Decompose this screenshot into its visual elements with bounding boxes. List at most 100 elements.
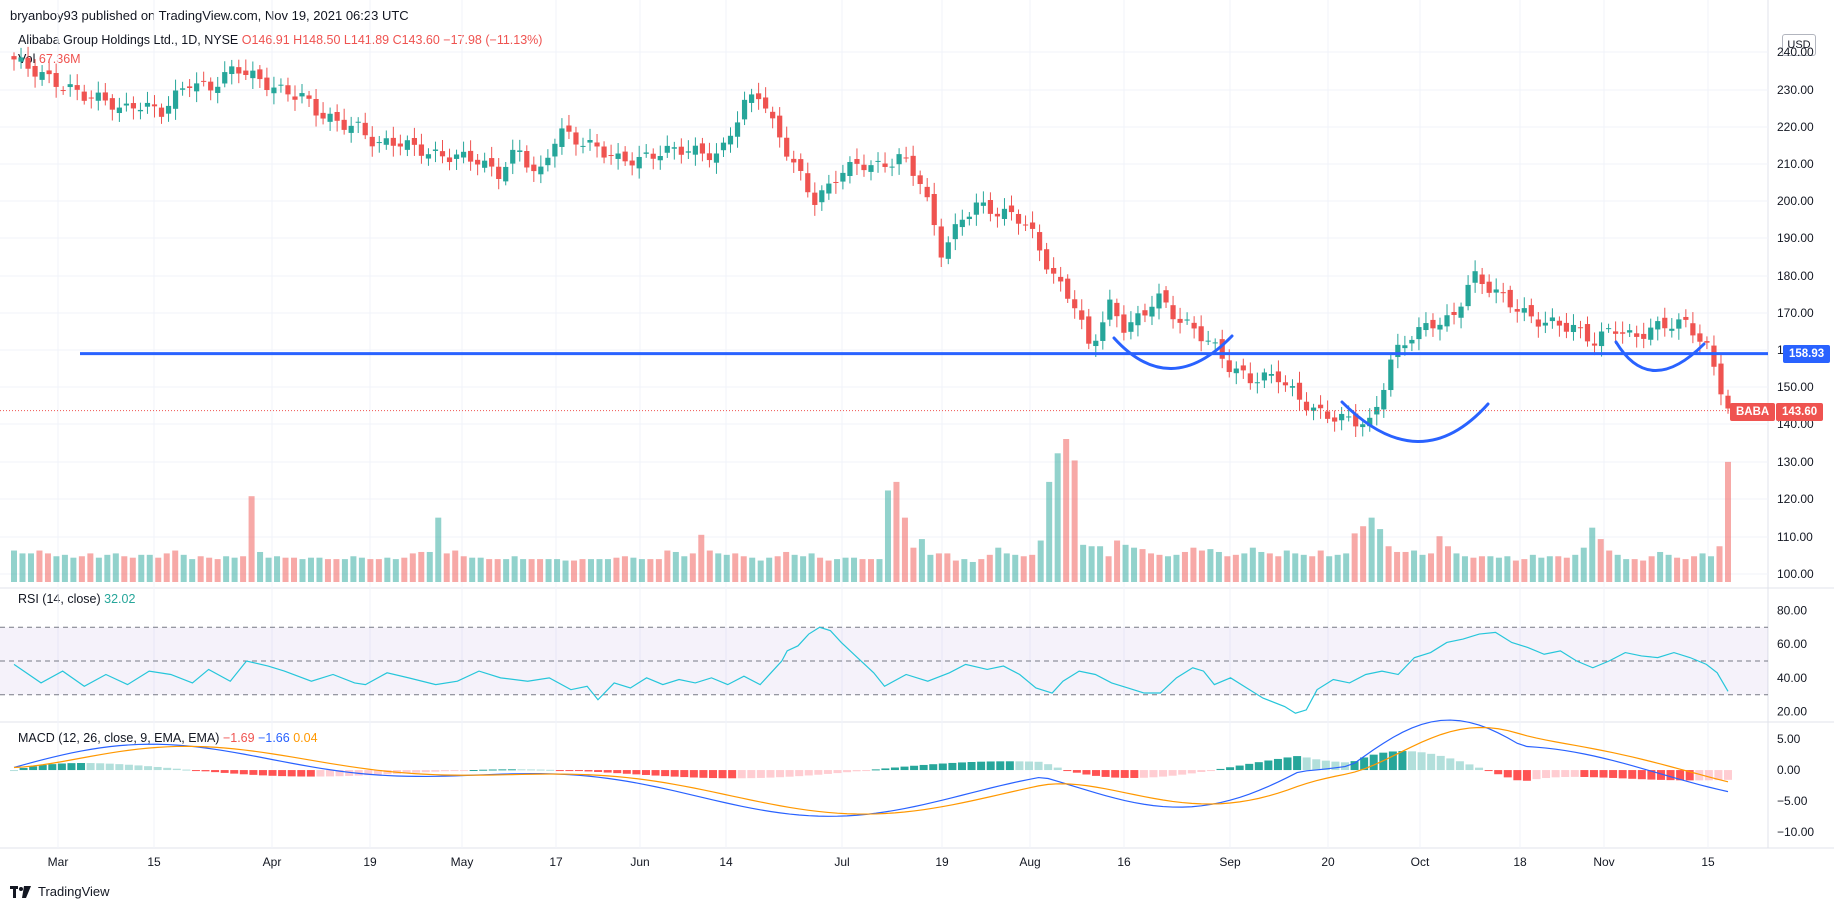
volume-bar <box>1258 551 1265 582</box>
macd-histogram-bar <box>1676 770 1685 781</box>
chart-canvas[interactable]: 240.00230.00220.00210.00200.00190.00180.… <box>0 0 1834 880</box>
volume-bar <box>426 551 433 582</box>
volume-bar <box>477 557 484 582</box>
volume-bar <box>155 557 162 582</box>
volume-bar <box>1691 556 1698 582</box>
volume-bar <box>1394 551 1401 582</box>
time-tick-label: Nov <box>1593 855 1614 869</box>
volume-bar <box>587 559 594 582</box>
macd-histogram-bar <box>1273 758 1282 771</box>
volume-bar <box>783 551 790 582</box>
volume-bar <box>1428 553 1435 582</box>
candle-body <box>833 181 839 183</box>
candle-body <box>1690 323 1696 336</box>
candle-body <box>1289 386 1296 388</box>
macd-histogram-bar <box>555 770 564 772</box>
macd-histogram-bar <box>1187 770 1196 774</box>
candle-body <box>601 146 607 158</box>
macd-histogram-bar <box>163 767 172 771</box>
candle-body <box>1058 276 1064 282</box>
macd-histogram-bar <box>316 770 325 777</box>
volume-bar <box>180 554 187 582</box>
macd-histogram-bar <box>1417 752 1426 771</box>
volume-bar <box>112 553 119 582</box>
volume-bar <box>1453 553 1460 582</box>
support-price-tag: 158.93 <box>1783 345 1831 363</box>
grid-lines <box>0 0 1834 849</box>
volume-bar <box>511 556 518 582</box>
currency-button[interactable]: USD <box>1782 34 1816 56</box>
volume-bar <box>910 547 917 582</box>
macd-histogram-bar <box>19 767 28 771</box>
time-tick-label: 17 <box>549 855 563 869</box>
macd-histogram-bar <box>1685 770 1694 781</box>
macd-histogram-bar <box>957 762 966 771</box>
candle-body <box>608 155 614 157</box>
price-tick-label: 180.00 <box>1777 269 1814 283</box>
volume-bar <box>1054 453 1061 582</box>
rsi-pane <box>0 626 1768 714</box>
main-legend: Alibaba Group Holdings Ltd., 1D, NYSE O1… <box>18 33 542 47</box>
candle-body <box>1648 327 1654 340</box>
volume-bar <box>163 553 170 582</box>
symbol-title[interactable]: Alibaba Group Holdings Ltd., 1D, NYSE <box>18 33 239 47</box>
macd-histogram-bar <box>364 770 373 776</box>
volume-bar <box>1266 553 1273 582</box>
volume-bar <box>53 556 60 582</box>
volume-bar <box>893 481 900 582</box>
candle-body <box>341 119 347 130</box>
macd-histogram-bar <box>77 762 86 771</box>
volume-bar <box>1292 553 1299 582</box>
last-price-tag: 143.60 <box>1776 403 1824 421</box>
candle-body <box>179 88 186 90</box>
volume-bar <box>1131 547 1138 582</box>
candle-body <box>777 115 783 138</box>
volume-bar <box>1275 556 1282 582</box>
volume-bar <box>1215 551 1222 582</box>
candle-body <box>1072 299 1078 309</box>
macd-histogram-bar <box>546 769 555 771</box>
candle-body <box>959 219 965 228</box>
candle-body <box>952 224 958 240</box>
candle-body <box>678 146 684 155</box>
candle-body <box>1135 313 1141 326</box>
footer-brand[interactable]: TradingView <box>10 884 110 899</box>
macd-histogram-bar <box>680 770 689 778</box>
volume-bar <box>1029 554 1036 582</box>
volume-bar <box>868 559 874 582</box>
macd-histogram-bar <box>785 770 794 777</box>
macd-histogram-bar <box>1360 757 1369 771</box>
candle-body <box>1528 305 1534 317</box>
macd-histogram-bar <box>1293 756 1302 771</box>
macd-histogram-bar <box>709 770 718 779</box>
candle-body <box>187 86 193 89</box>
macd-histogram-bar <box>1245 763 1254 771</box>
candle-body <box>362 122 368 136</box>
volume-bar <box>1487 556 1494 582</box>
volume-bar <box>689 553 696 582</box>
macd-histogram-bar <box>814 770 823 775</box>
macd-histogram-bar <box>574 770 583 772</box>
volume-bar <box>1682 559 1689 582</box>
candle-body <box>573 132 579 145</box>
time-tick-label: May <box>451 855 474 869</box>
candle-body <box>1613 331 1619 334</box>
candle-body <box>292 96 298 100</box>
macd-histogram-bar <box>1024 761 1033 771</box>
candle-body <box>784 137 790 157</box>
candle-body <box>868 165 874 172</box>
candle-body <box>1086 316 1092 344</box>
volume-bar <box>927 554 934 582</box>
candle-body <box>994 213 1001 217</box>
macd-histogram-bar <box>124 764 133 771</box>
volume-bar <box>299 559 306 582</box>
macd-histogram-bar <box>1092 770 1101 776</box>
candle-body <box>109 98 115 110</box>
volume-bar <box>231 557 238 582</box>
volume-bar <box>766 557 773 582</box>
candle-body <box>840 172 846 182</box>
volume-bar <box>104 554 111 582</box>
candle-body <box>1711 345 1717 367</box>
macd-histogram-bar <box>1494 770 1503 775</box>
macd-tick-label: 0.00 <box>1777 763 1801 777</box>
